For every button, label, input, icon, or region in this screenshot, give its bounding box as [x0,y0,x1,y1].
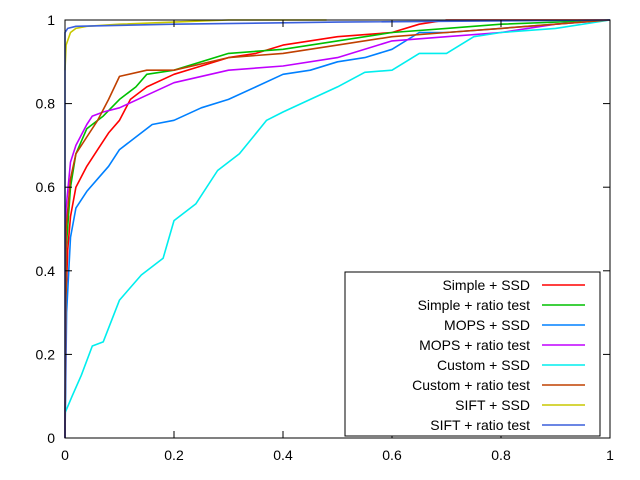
x-tick-label: 1 [606,447,614,463]
legend-label: SIFT + SSD [455,397,530,413]
series-line-simple-ssd [64,19,610,439]
x-tick-label: 0.6 [382,447,402,463]
y-tick-label: 0.8 [36,96,56,112]
legend-label: MOPS + ratio test [419,337,530,353]
legend-label: Custom + ratio test [412,377,530,393]
legend-label: Simple + SSD [442,277,530,293]
y-tick-label: 0.6 [36,179,56,195]
x-tick-label: 0 [61,447,69,463]
legend-label: Custom + SSD [437,357,530,373]
y-tick-label: 0.4 [36,263,56,279]
legend-box [344,271,601,437]
x-tick-label: 0.8 [491,447,511,463]
series-line-mops-ssd [64,19,611,439]
legend: Simple + SSD Simple + ratio test MOPS + SS… [344,271,601,437]
series-line-mops-ratio-test [64,19,611,439]
legend-label: SIFT + ratio test [430,417,530,433]
series-line-custom-ssd [64,19,611,414]
y-tick-label: 0 [47,430,55,446]
legend-label: MOPS + SSD [444,317,530,333]
series-line-custom-ratio-test [64,19,611,439]
legend-label: Simple + ratio test [418,297,531,313]
curves [64,19,611,439]
y-tick-label: 0.2 [36,346,56,362]
x-tick-label: 0.4 [273,447,293,463]
x-tick-label: 0.2 [164,447,184,463]
axis-ticks: 0 0.2 0.4 0.6 0.8 1 0 0.2 0.4 0.6 0.8 1 [36,12,615,463]
plot-frame [64,19,611,439]
y-tick-label: 1 [47,12,55,28]
